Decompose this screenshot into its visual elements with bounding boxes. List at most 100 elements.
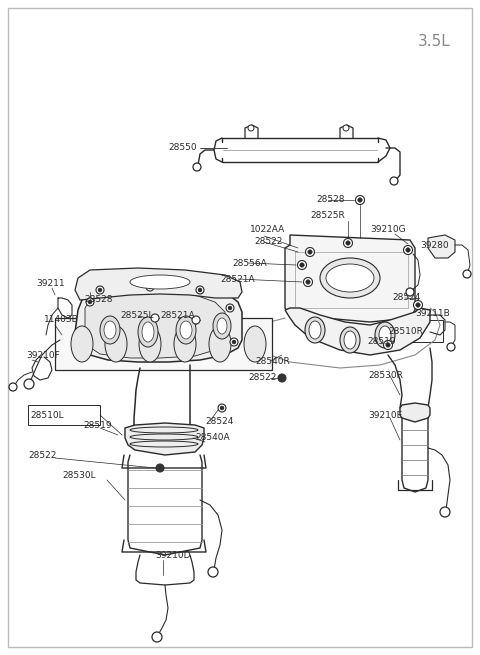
Text: 28524: 28524	[392, 293, 420, 303]
Ellipse shape	[213, 313, 231, 339]
Polygon shape	[55, 318, 272, 370]
Ellipse shape	[305, 317, 325, 343]
Text: 28510L: 28510L	[30, 411, 64, 419]
Ellipse shape	[379, 326, 391, 344]
Text: 28521A: 28521A	[160, 312, 194, 320]
Circle shape	[278, 374, 286, 382]
Circle shape	[148, 285, 152, 289]
Text: 39211: 39211	[36, 278, 65, 288]
Circle shape	[232, 340, 236, 344]
Circle shape	[98, 288, 102, 292]
Circle shape	[156, 464, 164, 472]
Circle shape	[343, 125, 349, 131]
Text: 28550: 28550	[168, 143, 197, 153]
Polygon shape	[285, 235, 415, 322]
Circle shape	[305, 248, 314, 257]
Circle shape	[344, 238, 352, 248]
Circle shape	[298, 261, 307, 269]
Text: 39210E: 39210E	[368, 411, 402, 421]
Ellipse shape	[217, 318, 227, 334]
Circle shape	[226, 304, 234, 312]
Circle shape	[196, 286, 204, 294]
Circle shape	[220, 406, 224, 410]
Circle shape	[228, 306, 232, 310]
Circle shape	[248, 125, 254, 131]
Text: 28522: 28522	[248, 373, 276, 383]
Text: 28528: 28528	[84, 295, 112, 303]
Circle shape	[404, 246, 412, 255]
Circle shape	[218, 404, 226, 412]
Ellipse shape	[71, 326, 93, 362]
Ellipse shape	[130, 275, 190, 289]
Circle shape	[440, 507, 450, 517]
Circle shape	[152, 632, 162, 642]
Ellipse shape	[176, 316, 196, 344]
Text: 3.5L: 3.5L	[418, 35, 451, 50]
Text: 28525L: 28525L	[120, 312, 154, 320]
Circle shape	[406, 288, 414, 296]
Text: 1022AA: 1022AA	[250, 225, 285, 233]
Ellipse shape	[180, 321, 192, 339]
Ellipse shape	[174, 326, 196, 362]
Circle shape	[9, 383, 17, 391]
Circle shape	[463, 270, 471, 278]
Text: 28530L: 28530L	[62, 472, 96, 481]
Circle shape	[300, 263, 304, 267]
Text: 11403B: 11403B	[44, 314, 79, 324]
Text: 28556A: 28556A	[232, 259, 267, 267]
Circle shape	[24, 379, 34, 389]
Text: 28530R: 28530R	[368, 371, 403, 381]
Circle shape	[192, 316, 200, 324]
Ellipse shape	[244, 326, 266, 362]
Text: 39210D: 39210D	[155, 552, 191, 561]
Text: 28522: 28522	[28, 451, 56, 460]
Circle shape	[358, 198, 362, 202]
Ellipse shape	[139, 326, 161, 362]
Circle shape	[146, 283, 154, 291]
Polygon shape	[75, 268, 242, 300]
Text: 28519: 28519	[367, 337, 396, 345]
Circle shape	[447, 343, 455, 351]
Ellipse shape	[209, 326, 231, 362]
Text: 28540R: 28540R	[255, 356, 290, 365]
Ellipse shape	[138, 317, 158, 347]
Text: 28510R: 28510R	[388, 326, 423, 335]
Bar	[385, 320, 443, 342]
Circle shape	[386, 343, 390, 347]
Circle shape	[346, 241, 350, 245]
Ellipse shape	[320, 258, 380, 298]
Ellipse shape	[309, 321, 321, 339]
Polygon shape	[74, 286, 242, 362]
Polygon shape	[400, 403, 430, 422]
Ellipse shape	[340, 327, 360, 353]
Polygon shape	[285, 308, 430, 355]
Circle shape	[390, 177, 398, 185]
Circle shape	[413, 301, 422, 310]
Text: 39210F: 39210F	[26, 352, 60, 360]
Text: 28540A: 28540A	[195, 434, 229, 443]
Text: 28521A: 28521A	[220, 274, 254, 284]
Ellipse shape	[105, 326, 127, 362]
Text: 28524: 28524	[205, 417, 233, 426]
Circle shape	[193, 163, 201, 171]
Text: 39210G: 39210G	[370, 225, 406, 233]
Ellipse shape	[104, 321, 116, 339]
Circle shape	[308, 250, 312, 254]
Bar	[28, 405, 100, 425]
Circle shape	[384, 341, 393, 350]
Circle shape	[406, 248, 410, 252]
Circle shape	[96, 286, 104, 294]
Circle shape	[86, 298, 94, 306]
Circle shape	[151, 314, 159, 322]
Ellipse shape	[100, 316, 120, 344]
Ellipse shape	[142, 322, 154, 342]
Circle shape	[416, 303, 420, 307]
Polygon shape	[85, 292, 225, 358]
Text: 28528: 28528	[316, 195, 345, 204]
Circle shape	[303, 278, 312, 286]
Circle shape	[356, 195, 364, 204]
Polygon shape	[428, 235, 455, 258]
Text: 39280: 39280	[420, 242, 449, 250]
Text: 28519: 28519	[83, 421, 112, 430]
Ellipse shape	[344, 331, 356, 349]
